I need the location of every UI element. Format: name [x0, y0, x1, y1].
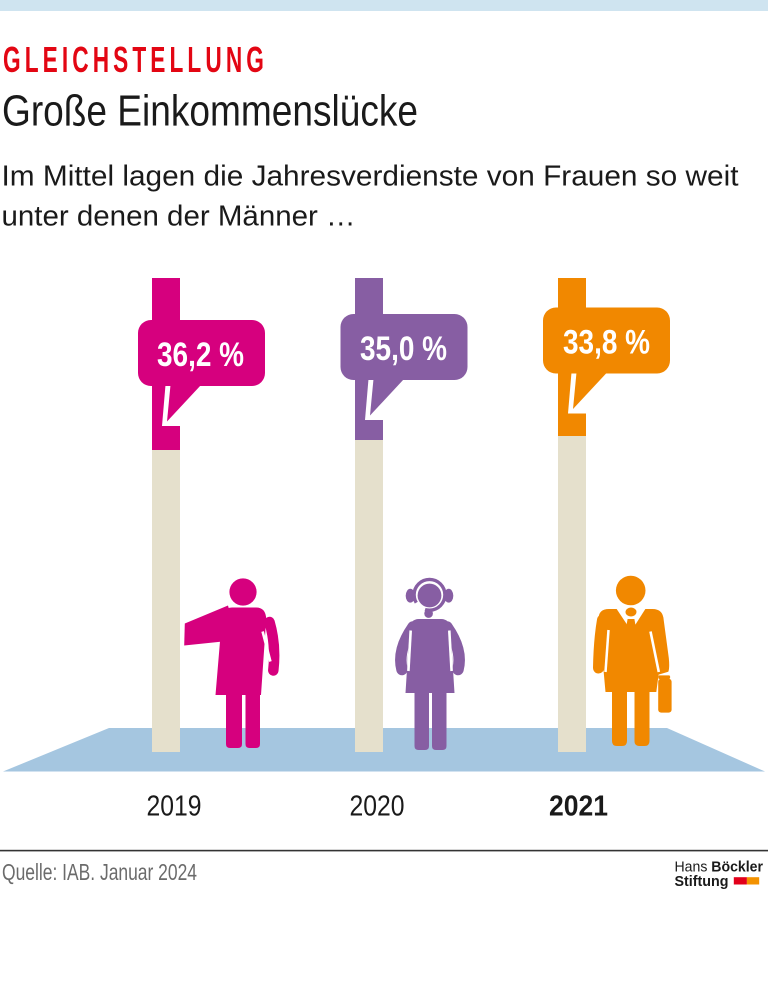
svg-text:Stiftung: Stiftung [675, 873, 729, 890]
svg-text:2019: 2019 [147, 791, 202, 823]
svg-text:Quelle: IAB. Januar 2024: Quelle: IAB. Januar 2024 [2, 859, 197, 885]
svg-text:unter denen der Männer …: unter denen der Männer … [2, 201, 356, 233]
svg-text:35,0 %: 35,0 % [360, 330, 447, 368]
svg-text:Hans Böckler: Hans Böckler [675, 858, 764, 875]
svg-text:33,8 %: 33,8 % [563, 324, 650, 362]
svg-text:Große Einkommenslücke: Große Einkommenslücke [2, 87, 418, 136]
svg-text:2021: 2021 [549, 791, 608, 823]
svg-text:Im Mittel lagen die Jahresverd: Im Mittel lagen die Jahresverdienste von… [2, 161, 739, 193]
svg-text:2020: 2020 [350, 791, 405, 823]
svg-text:GLEICHSTELLUNG: GLEICHSTELLUNG [3, 39, 268, 80]
svg-text:36,2 %: 36,2 % [157, 336, 244, 374]
